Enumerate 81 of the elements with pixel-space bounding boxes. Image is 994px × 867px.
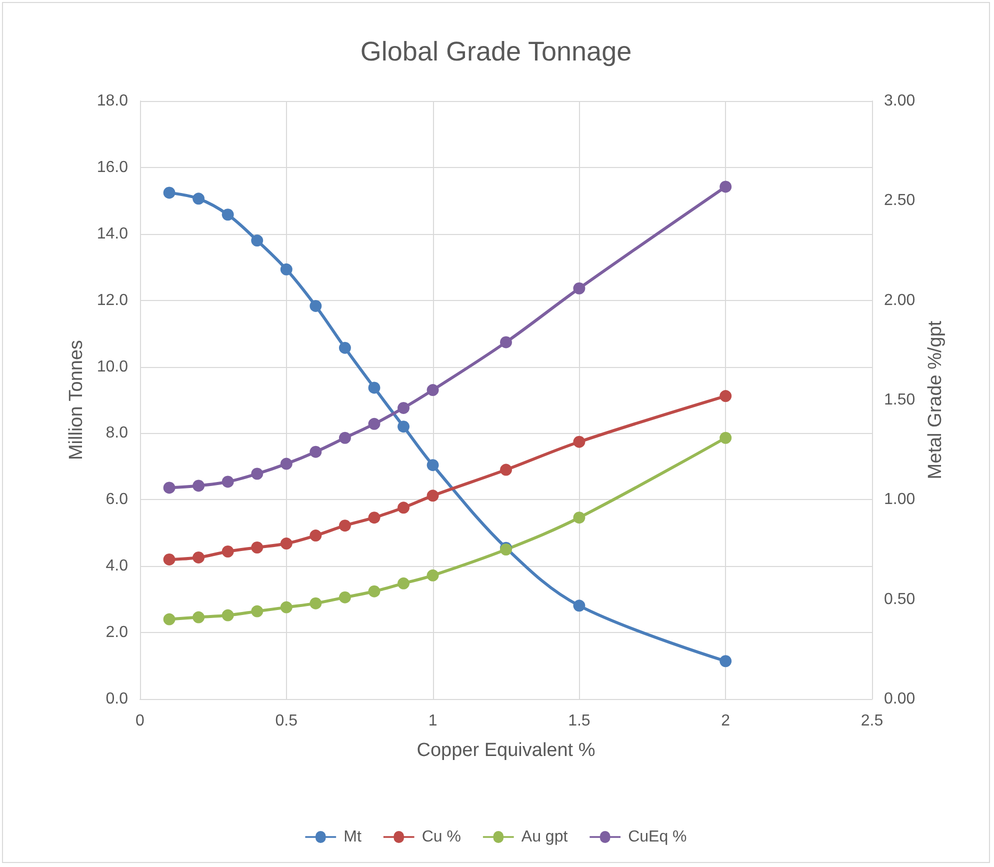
legend-label: Mt: [344, 828, 362, 846]
point: [310, 530, 322, 542]
y2-tick-label: 2.00: [884, 292, 916, 309]
point: [163, 553, 176, 566]
point: [368, 418, 380, 430]
x-tick-label: 2.5: [860, 712, 884, 730]
y2-tick-label: 1.50: [884, 392, 916, 408]
legend-label: Au gpt: [521, 828, 568, 846]
point: [222, 609, 234, 622]
point: [426, 569, 439, 582]
y2-tick-label: 2.50: [884, 192, 916, 210]
legend-label: Cu %: [422, 828, 461, 846]
y-tick-label: 6.0: [106, 491, 128, 508]
point: [222, 476, 234, 488]
point: [338, 342, 351, 354]
point: [251, 468, 264, 480]
y-tick-label: 16.0: [96, 158, 128, 176]
legend-label: CuEq %: [628, 828, 687, 846]
point: [573, 282, 586, 294]
y2-tick-label: 3.00: [884, 92, 916, 110]
point: [720, 432, 732, 444]
point: [280, 601, 292, 614]
point: [720, 390, 732, 402]
point: [192, 551, 205, 564]
point: [368, 382, 380, 394]
point: [426, 490, 439, 502]
point: [251, 234, 264, 247]
y-axis-title: Million Tonnes: [66, 340, 87, 460]
point: [368, 512, 380, 524]
x-axis-title: Copper Equivalent %: [416, 740, 596, 761]
y2-tick-label: 0.00: [884, 690, 916, 708]
y-tick-label: 4.0: [106, 558, 128, 575]
point: [163, 613, 176, 626]
x-tick-label: 1: [428, 712, 438, 730]
point: [163, 482, 176, 494]
point: [222, 545, 234, 558]
point: [573, 436, 586, 448]
point: [310, 597, 322, 610]
point: [500, 336, 512, 348]
point: [720, 180, 732, 193]
point: [310, 300, 322, 312]
y-tick-label: 10.0: [96, 358, 128, 376]
point: [338, 591, 351, 604]
y-tick-label: 18.0: [96, 92, 128, 110]
point: [222, 208, 234, 221]
point: [280, 458, 292, 470]
point: [280, 263, 292, 276]
point: [500, 464, 512, 476]
y-tick-label: 12.0: [96, 292, 128, 309]
point: [398, 420, 410, 433]
point: [573, 600, 586, 612]
y2-tick-label: 1.00: [884, 491, 916, 508]
point: [310, 446, 322, 458]
point: [368, 585, 380, 598]
point: [426, 459, 439, 472]
x-tick-label: 0: [136, 712, 145, 730]
y-tick-label: 2.0: [106, 624, 128, 642]
x-tick-label: 0.5: [275, 712, 298, 730]
point: [192, 611, 205, 624]
point: [338, 520, 351, 532]
x-tick-label: 2: [721, 712, 730, 730]
y2-tick-label: 0.50: [884, 590, 916, 608]
point: [338, 432, 351, 444]
point: [251, 605, 264, 618]
point: [192, 192, 205, 205]
point: [398, 402, 410, 414]
x-tick-label: 1.5: [568, 712, 590, 730]
point: [163, 186, 176, 199]
point: [573, 512, 586, 524]
point: [398, 577, 410, 590]
point: [251, 542, 264, 554]
y2-axis-title: Metal Grade %/gpt: [925, 320, 946, 480]
y-tick-label: 8.0: [106, 424, 128, 442]
point: [280, 538, 292, 550]
point: [192, 480, 205, 492]
chart-title: Global Grade Tonnage: [360, 36, 632, 66]
point: [720, 655, 732, 668]
point: [426, 384, 439, 396]
y-tick-label: 14.0: [96, 225, 128, 242]
point: [398, 502, 410, 514]
y-tick-label: 0.0: [106, 690, 128, 708]
